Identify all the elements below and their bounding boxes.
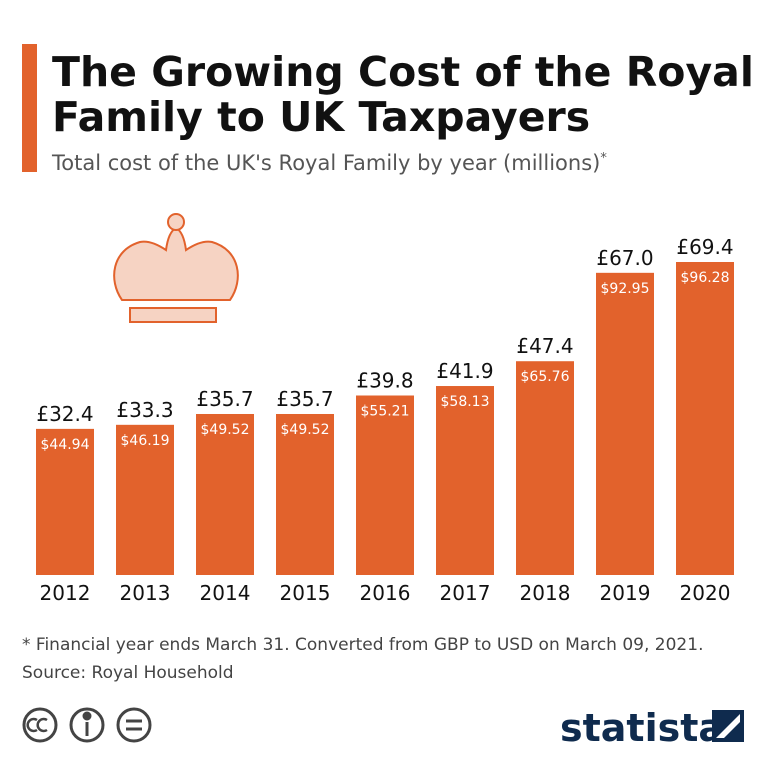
crown-icon [113, 213, 239, 323]
subtitle: Total cost of the UK's Royal Family by y… [51, 151, 607, 175]
brand-logo: statista [560, 706, 724, 750]
x-tick-label: 2019 [600, 581, 651, 605]
secondary-value-label: $92.95 [601, 281, 650, 297]
bar [356, 395, 414, 575]
x-tick-label: 2014 [200, 581, 251, 605]
secondary-value-label: $49.52 [201, 422, 250, 438]
value-label: £67.0 [596, 246, 653, 270]
subtitle-mark: * [600, 151, 607, 166]
bar [36, 428, 94, 575]
x-tick-label: 2015 [280, 581, 331, 605]
secondary-value-label: $65.76 [521, 369, 570, 385]
value-label: £41.9 [436, 359, 493, 383]
subtitle-text: Total cost of the UK's Royal Family by y… [51, 151, 600, 175]
source: Source: Royal Household [22, 663, 234, 683]
footnote: * Financial year ends March 31. Converte… [22, 635, 703, 655]
value-label: £35.7 [276, 387, 333, 411]
secondary-value-label: $55.21 [361, 403, 410, 419]
accent-bar [22, 44, 37, 172]
value-label: £32.4 [36, 402, 93, 426]
bar [116, 424, 174, 575]
secondary-value-label: $49.52 [281, 422, 330, 438]
x-tick-label: 2012 [40, 581, 91, 605]
x-tick-label: 2020 [680, 581, 731, 605]
value-label: £35.7 [196, 387, 253, 411]
chart-title: The Growing Cost of the Royal [52, 48, 754, 96]
bar [596, 272, 654, 575]
brand-icon [712, 710, 744, 742]
bar [276, 413, 334, 575]
chart-title: Family to UK Taxpayers [52, 93, 590, 141]
secondary-value-label: $44.94 [41, 437, 90, 453]
value-label: £39.8 [356, 368, 413, 392]
x-tick-label: 2018 [520, 581, 571, 605]
bar [196, 413, 254, 575]
value-label: £69.4 [676, 235, 733, 259]
secondary-value-label: $96.28 [681, 270, 730, 286]
plot-area: £32.4 $44.94 2012 £33.3 $46.19 2013 £35.7 $49.5… [36, 235, 734, 605]
value-label: £47.4 [516, 334, 573, 358]
secondary-value-label: $46.19 [121, 433, 170, 449]
bar [676, 262, 734, 575]
x-tick-label: 2016 [360, 581, 411, 605]
value-label: £33.3 [116, 398, 173, 422]
secondary-value-label: $58.13 [441, 394, 490, 410]
license-icons [22, 707, 152, 743]
x-tick-label: 2017 [440, 581, 491, 605]
bar [516, 361, 574, 575]
bar [436, 386, 494, 575]
x-tick-label: 2013 [120, 581, 171, 605]
